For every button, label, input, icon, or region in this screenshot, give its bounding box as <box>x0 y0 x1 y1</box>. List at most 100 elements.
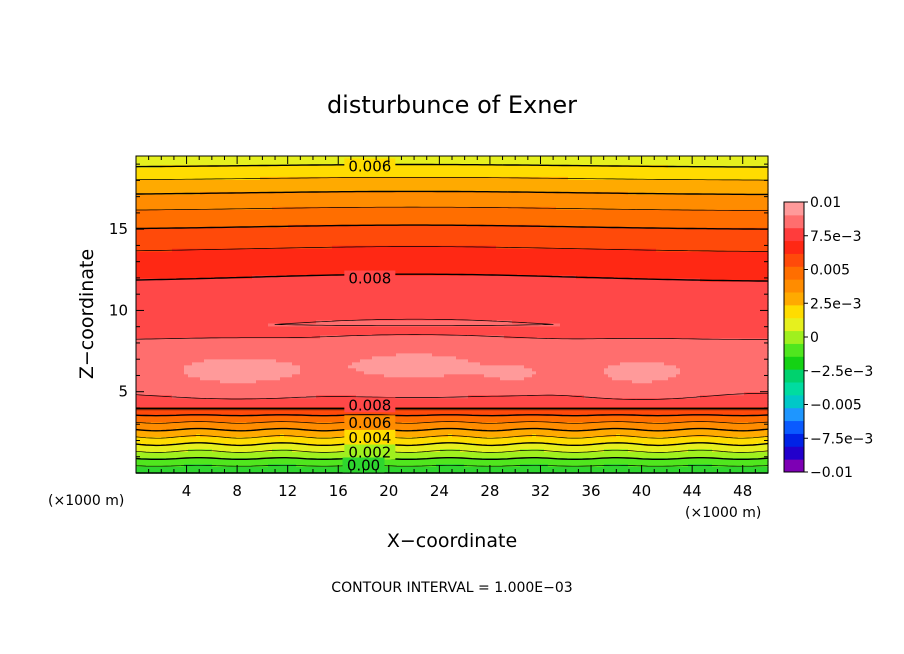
contour-cell <box>196 173 201 178</box>
contour-cell <box>244 398 249 402</box>
contour-cell <box>252 161 257 166</box>
contour-cell <box>252 434 257 438</box>
contour-cell <box>176 377 181 381</box>
contour-cell <box>156 281 161 286</box>
contour-cell <box>184 437 189 441</box>
contour-cell <box>168 314 173 319</box>
contour-cell <box>228 344 233 348</box>
contour-cell <box>232 377 237 381</box>
contour-cell <box>168 156 173 160</box>
contour-cell <box>152 245 157 250</box>
contour-cell <box>148 296 153 301</box>
contour-cell <box>228 203 233 208</box>
contour-cell <box>200 461 205 465</box>
contour-cell <box>248 266 253 271</box>
contour-cell <box>188 272 193 277</box>
contour-cell <box>260 248 265 253</box>
contour-cell <box>156 320 161 325</box>
contour-cell <box>140 284 145 289</box>
contour-cell <box>144 407 149 411</box>
contour-cell <box>220 455 225 459</box>
contour-cell <box>216 266 221 271</box>
contour-cell <box>240 335 245 340</box>
contour-cell <box>208 419 213 423</box>
contour-cell <box>188 269 193 274</box>
contour-cell <box>224 305 229 310</box>
contour-cell <box>240 290 245 295</box>
contour-cell <box>264 221 269 226</box>
contour-cell <box>212 221 217 226</box>
contour-cell <box>196 329 201 334</box>
contour-cell <box>212 281 217 286</box>
contour-cell <box>144 167 149 172</box>
contour-cell <box>256 299 261 304</box>
contour-cell <box>228 431 233 435</box>
contour-cell <box>220 359 225 363</box>
contour-cell <box>256 362 261 366</box>
contour-cell <box>192 215 197 220</box>
contour-cell <box>236 347 241 351</box>
contour-cell <box>220 440 225 444</box>
contour-cell <box>188 416 193 420</box>
contour-cell <box>172 287 177 292</box>
contour-cell <box>160 410 165 414</box>
contour-cell <box>208 407 213 411</box>
contour-cell <box>252 431 257 435</box>
contour-cell <box>256 374 261 378</box>
contour-cell <box>192 377 197 381</box>
contour-cell <box>260 392 265 396</box>
contour-cell <box>172 197 177 202</box>
contour-cell <box>260 260 265 265</box>
contour-cell <box>260 365 265 369</box>
contour-cell <box>144 194 149 199</box>
contour-cell <box>168 194 173 199</box>
contour-cell <box>236 410 241 414</box>
contour-cell <box>248 158 253 163</box>
contour-cell <box>152 329 157 334</box>
contour-cell <box>188 380 193 384</box>
contour-cell <box>240 167 245 172</box>
contour-cell <box>140 242 145 247</box>
contour-cell <box>160 359 165 363</box>
contour-cell <box>184 395 189 399</box>
contour-cell <box>156 170 161 175</box>
contour-cell <box>148 233 153 238</box>
contour-cell <box>248 449 253 453</box>
contour-cell <box>248 425 253 429</box>
contour-cell <box>184 200 189 205</box>
contour-cell <box>176 224 181 229</box>
contour-cell <box>180 419 185 423</box>
contour-cell <box>184 287 189 292</box>
contour-cell <box>216 251 221 256</box>
contour-cell <box>212 254 217 259</box>
contour-cell <box>140 371 145 375</box>
contour-cell <box>228 299 233 304</box>
contour-cell <box>140 161 145 166</box>
contour-cell <box>140 347 145 351</box>
contour-cell <box>256 269 261 274</box>
contour-cell <box>140 404 145 408</box>
contour-cell <box>168 380 173 384</box>
contour-cell <box>256 311 261 316</box>
contour-cell <box>216 425 221 429</box>
contour-cell <box>240 464 245 468</box>
contour-cell <box>216 239 221 244</box>
contour-cell <box>148 206 153 211</box>
contour-cell <box>160 156 165 160</box>
contour-cell <box>156 233 161 238</box>
contour-cell <box>144 446 149 450</box>
contour-cell <box>240 164 245 169</box>
contour-cell <box>208 299 213 304</box>
contour-cell <box>204 156 209 160</box>
contour-cell <box>188 176 193 181</box>
contour-cell <box>164 173 169 178</box>
contour-cell <box>240 254 245 259</box>
contour-cell <box>220 302 225 307</box>
contour-cell <box>156 161 161 166</box>
contour-cell <box>144 221 149 226</box>
contour-cell <box>144 353 149 357</box>
contour-cell <box>228 308 233 313</box>
contour-cell <box>180 458 185 462</box>
contour-cell <box>148 374 153 378</box>
contour-cell <box>176 359 181 363</box>
